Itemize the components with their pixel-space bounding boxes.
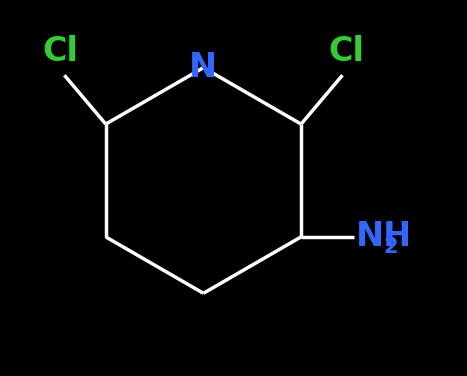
Text: Cl: Cl: [42, 35, 78, 68]
Text: N: N: [189, 51, 218, 84]
Text: Cl: Cl: [328, 35, 364, 68]
Text: 2: 2: [384, 237, 398, 258]
Text: NH: NH: [356, 220, 412, 253]
